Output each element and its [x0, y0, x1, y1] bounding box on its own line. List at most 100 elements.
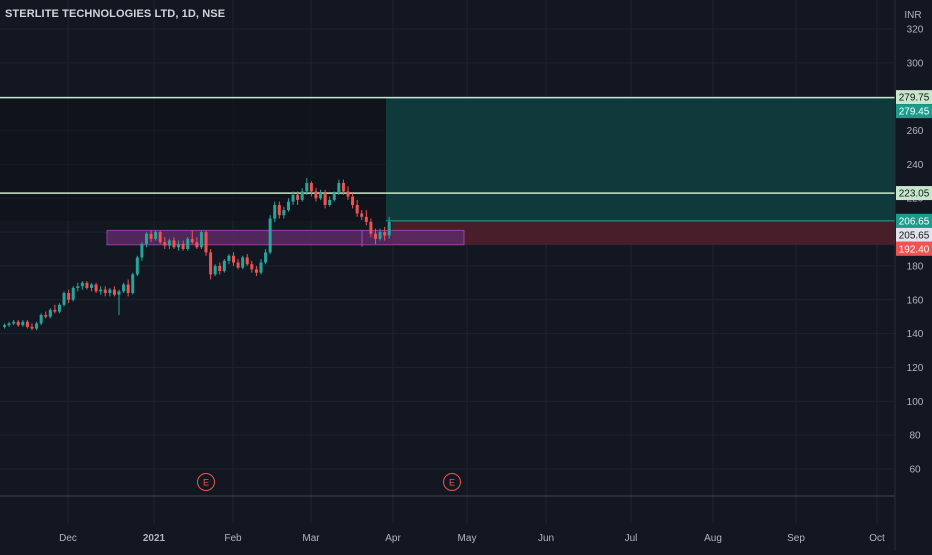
shaded-history-zone — [0, 97, 386, 221]
candle-body[interactable] — [337, 183, 341, 194]
candle-body[interactable] — [177, 243, 181, 248]
candle-body[interactable] — [351, 196, 355, 205]
y-tick-label: 60 — [909, 465, 921, 476]
candle-body[interactable] — [355, 205, 359, 214]
candle-body[interactable] — [94, 284, 98, 292]
candle-body[interactable] — [227, 255, 231, 261]
candle-body[interactable] — [378, 232, 382, 239]
candle-body[interactable] — [222, 260, 226, 271]
x-tick-label: Sep — [787, 533, 805, 544]
candle-body[interactable] — [364, 216, 368, 222]
candle-body[interactable] — [158, 232, 162, 243]
candle-body[interactable] — [62, 293, 66, 305]
y-tick-label: 260 — [907, 126, 924, 137]
candle-body[interactable] — [149, 233, 153, 239]
candle-body[interactable] — [254, 269, 258, 273]
candle-body[interactable] — [383, 232, 387, 236]
stop-zone[interactable] — [392, 220, 895, 245]
candle-body[interactable] — [117, 291, 121, 295]
candle-body[interactable] — [144, 233, 148, 244]
candle-body[interactable] — [369, 221, 373, 234]
candle-body[interactable] — [16, 321, 20, 326]
candle-body[interactable] — [186, 238, 190, 249]
candle-body[interactable] — [282, 210, 286, 216]
candle-body[interactable] — [259, 262, 263, 273]
candle-body[interactable] — [305, 183, 309, 192]
earnings-marker[interactable] — [197, 473, 215, 491]
candle-body[interactable] — [12, 321, 16, 324]
candle-body[interactable] — [181, 243, 185, 249]
candle-body[interactable] — [250, 264, 254, 270]
candle-body[interactable] — [21, 321, 25, 326]
candle-body[interactable] — [172, 240, 176, 248]
candle-body[interactable] — [199, 232, 203, 248]
candle-body[interactable] — [314, 191, 318, 199]
candle-body[interactable] — [204, 232, 208, 253]
candle-body[interactable] — [268, 218, 272, 253]
candle-body[interactable] — [209, 252, 213, 275]
earnings-marker[interactable] — [443, 473, 461, 491]
candle-body[interactable] — [80, 282, 84, 287]
candle-body[interactable] — [236, 262, 240, 268]
candle-body[interactable] — [35, 323, 39, 329]
candle-body[interactable] — [387, 221, 391, 236]
candle-body[interactable] — [131, 274, 135, 293]
candle-body[interactable] — [319, 193, 323, 199]
candle-body[interactable] — [108, 289, 112, 293]
y-tick-label: 80 — [909, 431, 921, 442]
candle-body[interactable] — [213, 265, 217, 275]
candle-body[interactable] — [273, 205, 277, 219]
candle-body[interactable] — [167, 240, 171, 246]
candle-body[interactable] — [7, 323, 11, 326]
candle-body[interactable] — [163, 242, 167, 246]
candle-body[interactable] — [53, 309, 57, 312]
candle-body[interactable] — [341, 183, 345, 192]
candle-body[interactable] — [245, 257, 249, 265]
candle-body[interactable] — [44, 315, 48, 317]
candle-body[interactable] — [103, 289, 107, 293]
candle-body[interactable] — [296, 194, 300, 200]
candle-body[interactable] — [30, 326, 34, 329]
candle-body[interactable] — [112, 289, 116, 295]
candle-body[interactable] — [67, 293, 71, 300]
candle-body[interactable] — [360, 213, 364, 217]
candle-body[interactable] — [71, 287, 75, 300]
candle-body[interactable] — [332, 193, 336, 200]
candle-body[interactable] — [195, 242, 199, 248]
candle-body[interactable] — [328, 199, 332, 205]
candle-body[interactable] — [241, 257, 245, 268]
candle-body[interactable] — [39, 315, 43, 324]
candle-body[interactable] — [286, 201, 290, 211]
candle-body[interactable] — [277, 205, 281, 216]
candle-body[interactable] — [76, 286, 80, 288]
candle-body[interactable] — [373, 233, 377, 239]
price-badge — [896, 186, 932, 201]
candle-body[interactable] — [122, 284, 126, 292]
candle-body[interactable] — [126, 284, 130, 293]
candle-body[interactable] — [346, 191, 350, 197]
price-badge — [896, 213, 932, 228]
candle-body[interactable] — [300, 191, 304, 200]
candle-body[interactable] — [140, 243, 144, 258]
candle-body[interactable] — [25, 321, 29, 327]
candle-body[interactable] — [232, 255, 235, 263]
candle-body[interactable] — [309, 183, 313, 192]
candle-body[interactable] — [99, 289, 103, 292]
candle-body[interactable] — [48, 309, 52, 317]
candle-body[interactable] — [135, 257, 139, 275]
candle-body[interactable] — [85, 282, 89, 288]
target-zone[interactable] — [386, 97, 895, 221]
y-tick-label: 160 — [907, 295, 924, 306]
candle-body[interactable] — [190, 238, 194, 243]
candle-body[interactable] — [264, 252, 268, 263]
candle-body[interactable] — [90, 284, 94, 288]
candle-body[interactable] — [3, 325, 6, 327]
candle-body[interactable] — [323, 193, 327, 205]
candle-body[interactable] — [291, 194, 295, 202]
candle-body[interactable] — [218, 265, 222, 271]
candle-body[interactable] — [57, 304, 61, 312]
candle-body[interactable] — [154, 232, 158, 239]
y-tick-label: 240 — [907, 160, 924, 171]
